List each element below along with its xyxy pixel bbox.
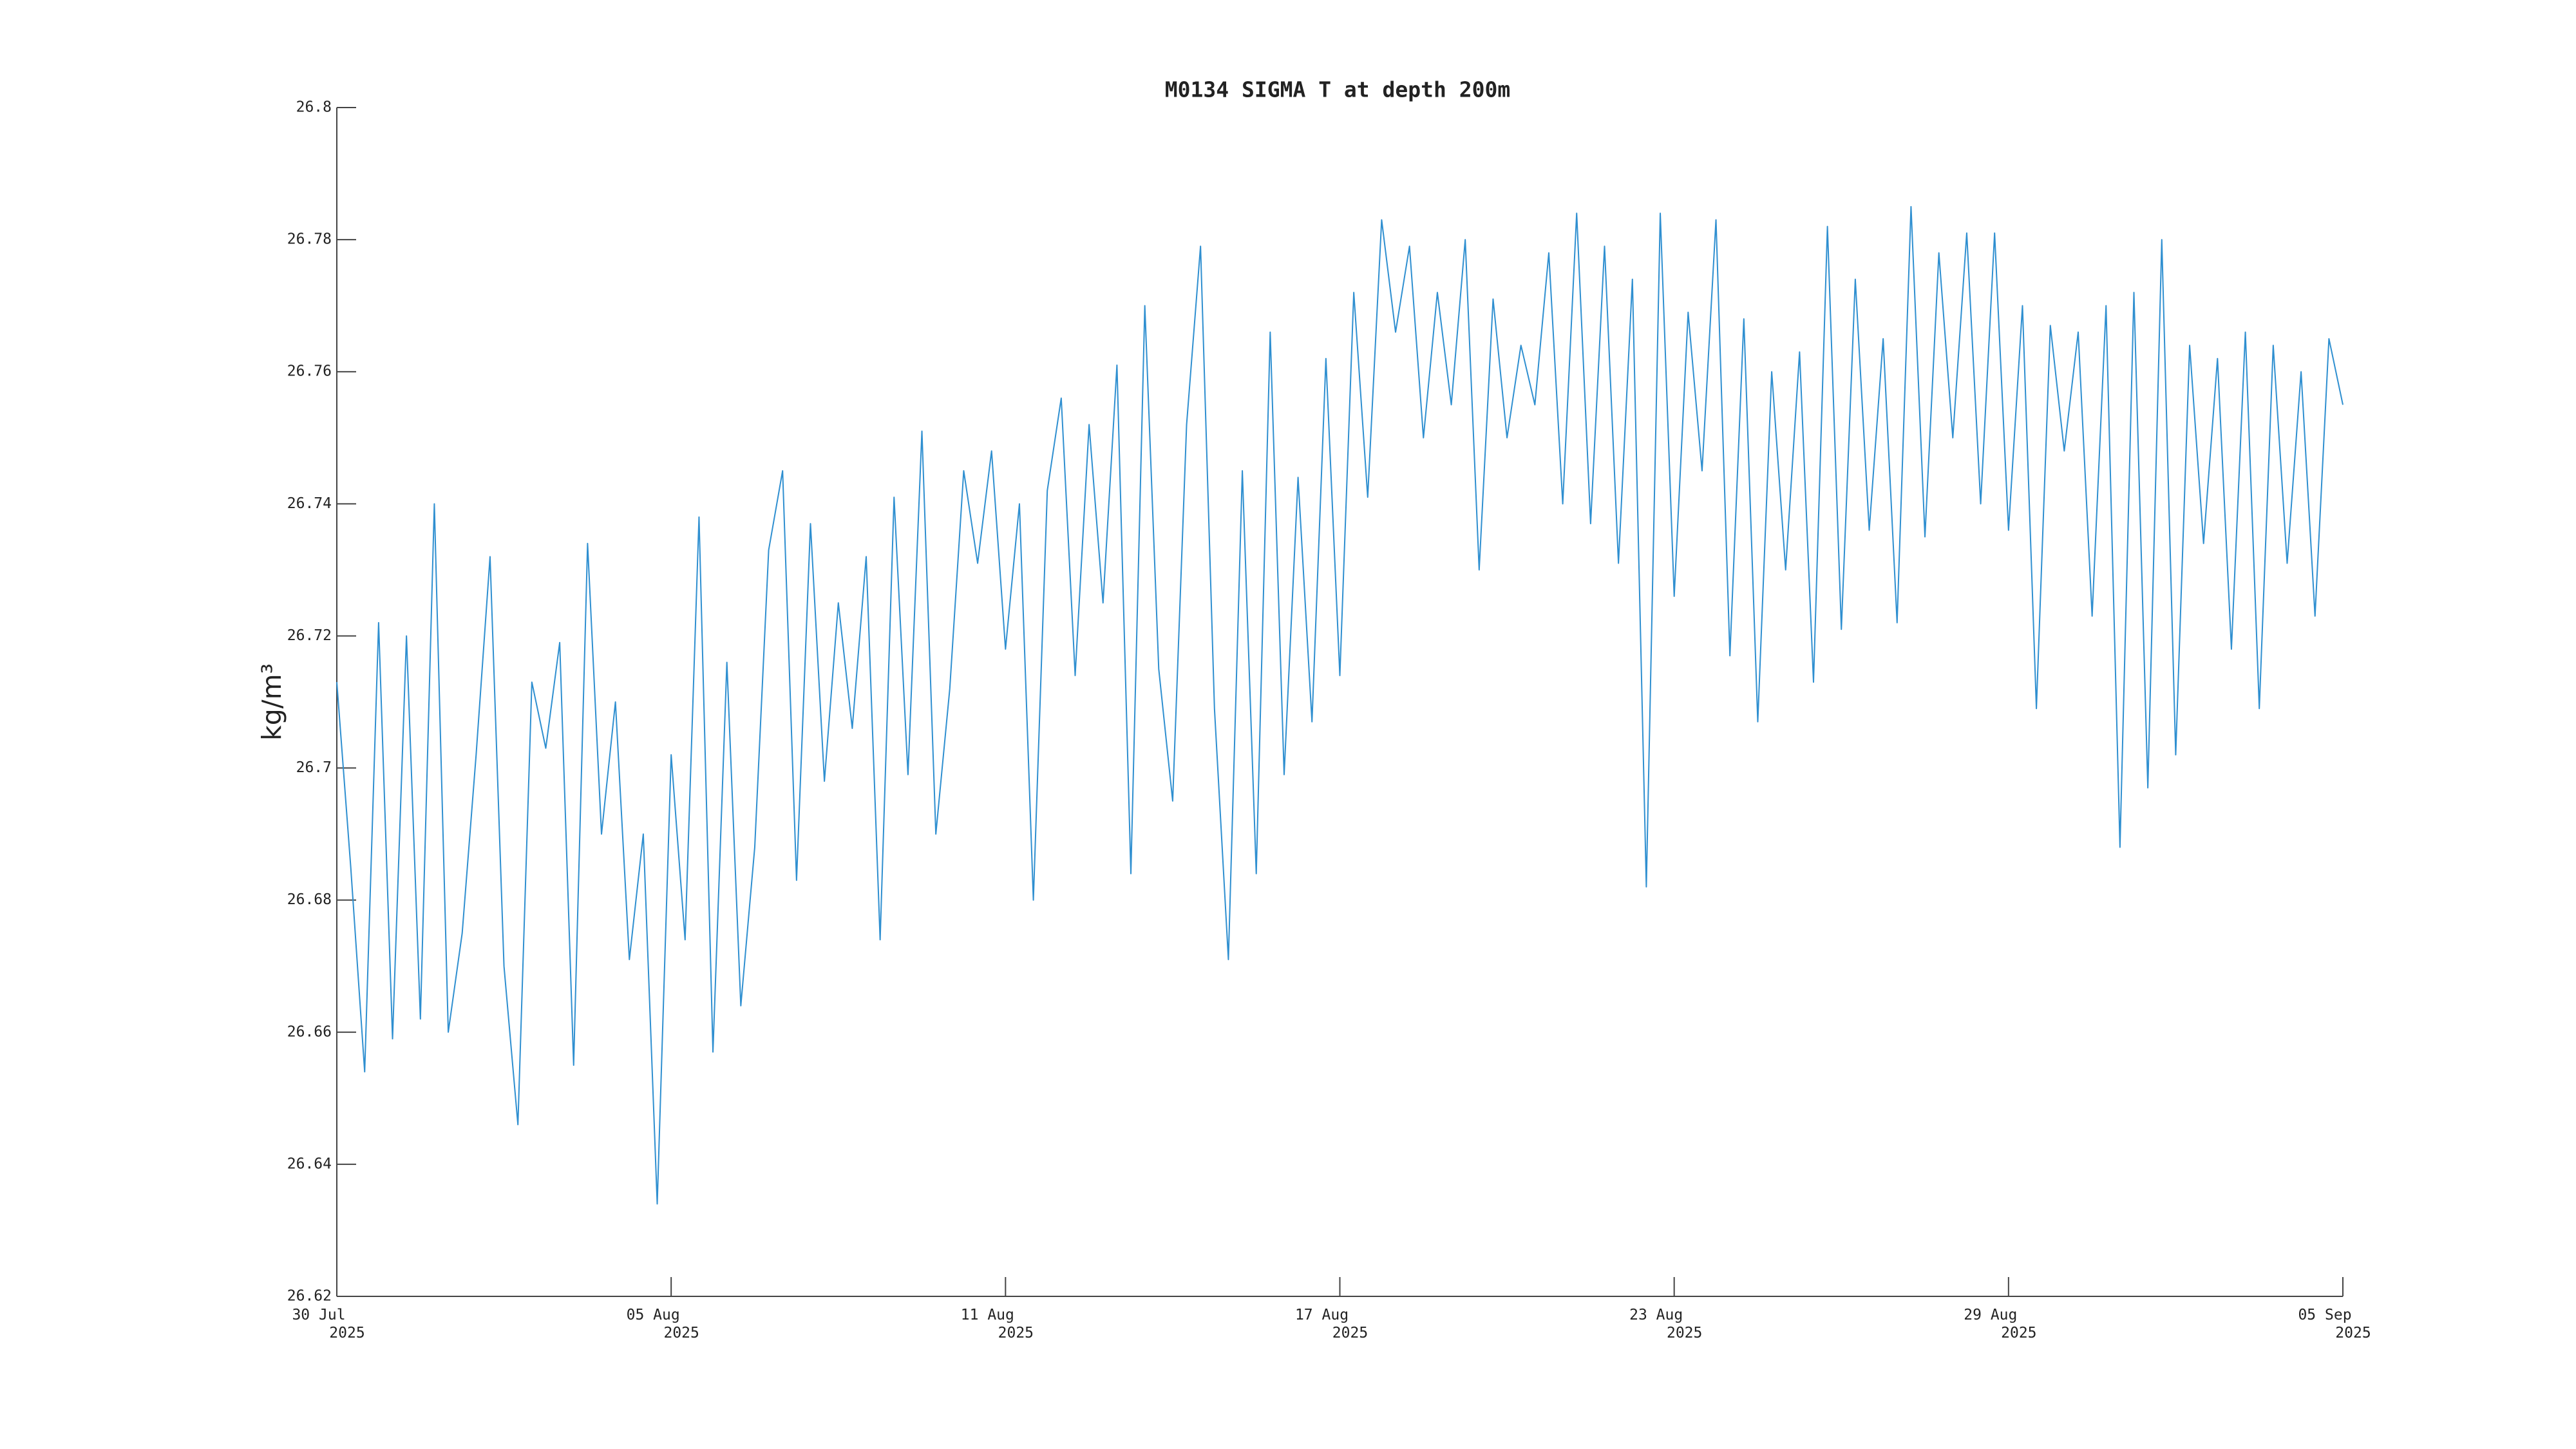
x-tick-label: 2025 (2001, 1325, 2036, 1341)
x-tick-label: 30 Jul (292, 1307, 345, 1323)
y-tick-label: 26.64 (287, 1155, 332, 1172)
x-tick-label: 05 Sep (2298, 1307, 2351, 1323)
y-tick-label: 26.72 (287, 627, 332, 644)
chart-title: M0134 SIGMA T at depth 200m (1165, 77, 1510, 102)
x-tick-label: 2025 (998, 1325, 1034, 1341)
x-tick-label: 05 Aug (627, 1307, 680, 1323)
y-tick-label: 26.76 (287, 363, 332, 380)
x-tick-label: 2025 (2335, 1325, 2371, 1341)
y-tick-label: 26.8 (296, 99, 332, 116)
x-tick-label: 17 Aug (1295, 1307, 1349, 1323)
y-tick-label: 26.74 (287, 495, 332, 512)
x-tick-label: 2025 (1667, 1325, 1702, 1341)
y-axis-label: kg/m³ (256, 663, 287, 741)
x-tick-label: 2025 (329, 1325, 365, 1341)
x-tick-label: 2025 (1332, 1325, 1368, 1341)
x-tick-label: 29 Aug (1964, 1307, 2017, 1323)
y-tick-label: 26.66 (287, 1023, 332, 1040)
y-tick-label: 26.62 (287, 1288, 332, 1305)
y-tick-label: 26.7 (296, 759, 332, 776)
x-tick-label: 11 Aug (961, 1307, 1014, 1323)
y-tick-label: 26.78 (287, 231, 332, 248)
x-tick-label: 23 Aug (1629, 1307, 1683, 1323)
y-tick-label: 26.68 (287, 891, 332, 908)
x-tick-label: 2025 (663, 1325, 699, 1341)
data-line (336, 205, 2344, 1205)
